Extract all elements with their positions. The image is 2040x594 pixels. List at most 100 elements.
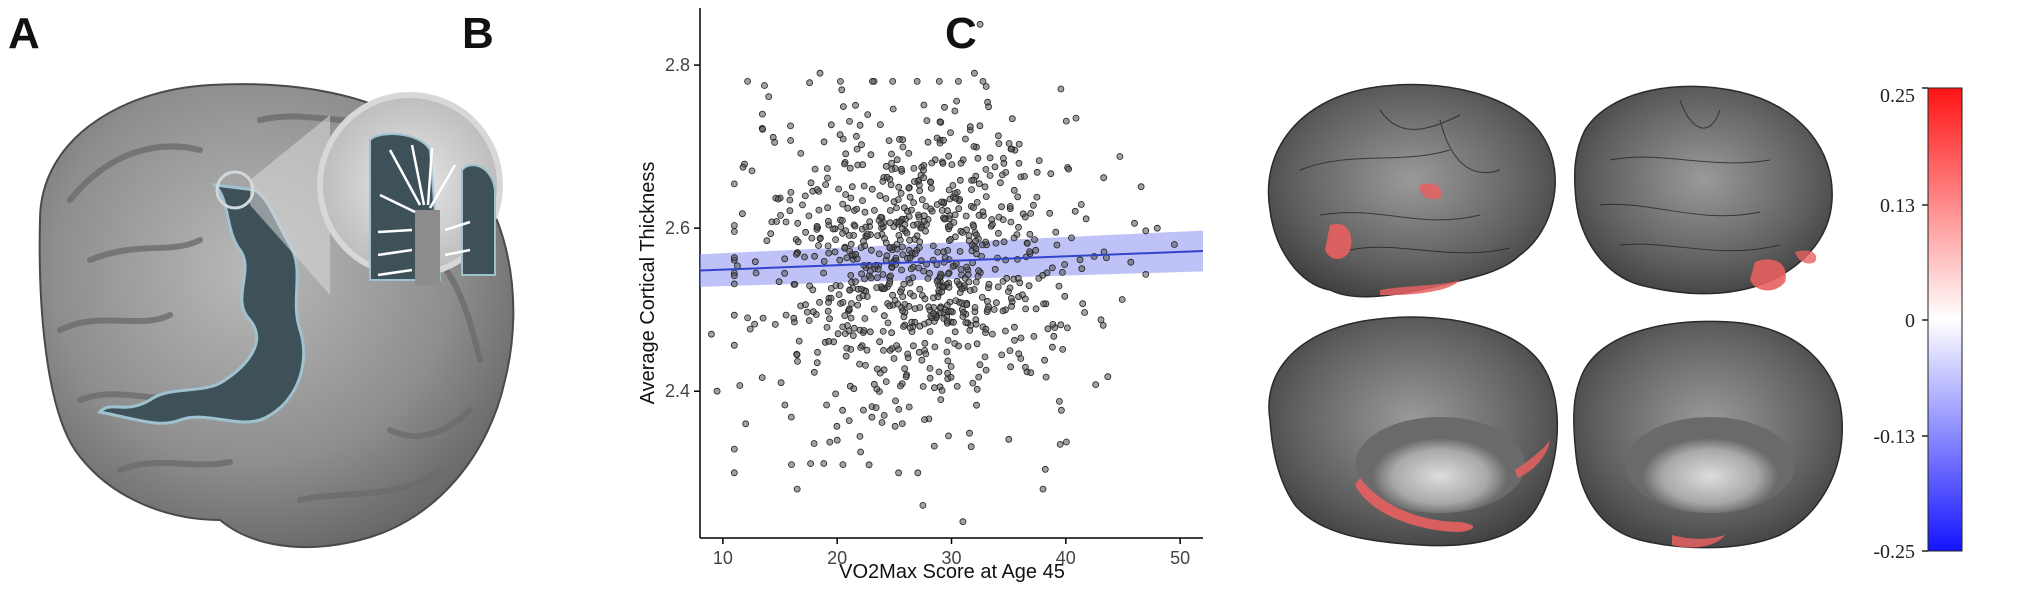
data-point [1007,363,1014,371]
data-point [965,237,973,245]
data-point [883,173,891,181]
data-point [1142,227,1150,235]
x-tick-label: 50 [1170,548,1190,568]
data-point [787,413,795,421]
data-point [1008,302,1015,310]
data-point [998,351,1006,359]
data-point [955,78,962,85]
data-point [1061,261,1068,268]
data-point [708,330,715,338]
data-point [973,250,980,258]
data-point [786,207,794,215]
data-point [1023,239,1031,247]
data-point [925,303,933,311]
data-point [825,217,832,225]
x-tick-label: 40 [1056,548,1076,568]
data-point [1052,228,1060,236]
data-point [922,350,930,358]
data-point [874,232,881,240]
data-point [999,307,1007,315]
data-point [865,461,873,469]
data-point [970,143,978,150]
data-point [935,78,943,85]
panel-label-b: B [462,9,494,58]
data-point [885,137,893,145]
data-point [802,301,809,309]
data-point [926,269,933,277]
colorbar-label-2: 0.13 [1880,195,1915,217]
data-point [972,320,980,328]
data-point [995,229,1002,237]
data-point [889,105,897,113]
data-point [864,230,871,238]
brain-illustration [38,83,515,549]
data-point [920,161,928,169]
data-point [886,219,894,227]
data-point [869,78,876,85]
data-point [962,135,969,143]
data-point [1049,320,1057,328]
data-point [1049,343,1056,351]
data-point [970,223,978,230]
data-point [1127,258,1135,266]
data-point [874,274,881,282]
data-point [751,258,759,266]
data-point [826,315,833,323]
data-point [820,460,828,467]
data-point [951,190,959,197]
data-point [824,307,832,315]
data-point [820,257,828,265]
data-point [888,159,895,167]
data-point [841,244,849,252]
data-point [940,136,947,144]
scatter-plot: 10 20 30 40 50 2.4 2.6 2.8 VO2Max Score at Age… [637,8,1204,583]
data-point [782,311,790,319]
data-point [787,122,794,130]
data-point [905,149,913,157]
data-point [853,205,861,213]
data-point [971,69,978,77]
data-point [944,246,952,254]
data-point [863,346,871,354]
data-point [1050,332,1058,340]
x-axis-title: VO2Max Score at Age 45 [839,561,1065,583]
data-point [866,328,874,336]
data-point [975,267,982,275]
data-point [938,387,946,394]
data-point [895,469,902,477]
data-point [933,277,941,285]
data-point [1064,324,1071,332]
data-point [880,411,888,419]
data-point [868,185,876,193]
data-point [945,432,952,440]
data-point [842,191,849,198]
x-tick-label: 20 [827,548,847,568]
data-point [981,353,989,361]
data-point [979,78,987,85]
data-point [825,249,833,257]
data-point [1076,256,1084,264]
data-point [852,278,859,286]
data-point [1005,435,1013,443]
colorbar: 0.25 0.13 0 -0.13 -0.25 [1873,85,1963,563]
x-tick-label: 30 [941,548,961,568]
data-point [944,336,952,344]
data-point [839,200,847,208]
data-point [759,314,767,322]
data-point [815,206,823,214]
data-point [911,305,919,313]
data-point [847,240,855,248]
data-point [928,159,936,167]
data-point [948,161,956,169]
data-point [993,299,1000,307]
data-point [888,329,895,337]
data-point [952,297,960,305]
data-point [811,252,818,260]
data-point [908,206,915,214]
data-point [786,196,794,204]
data-point [859,197,866,205]
data-point [1000,238,1008,246]
data-point [843,254,851,262]
data-point [1030,201,1037,209]
